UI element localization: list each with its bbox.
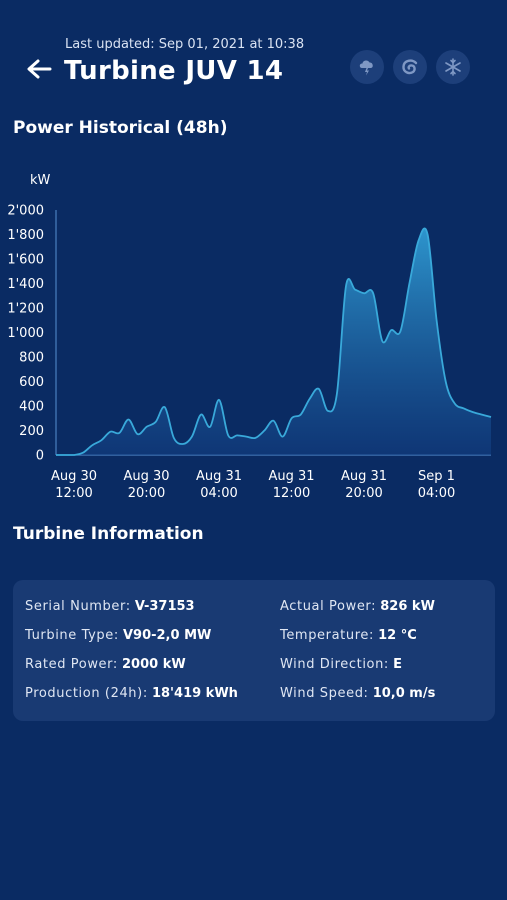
y-tick-label: 1'200	[7, 302, 44, 317]
temperature-value: 12 °C	[378, 628, 417, 643]
temperature-row: Temperature: 12 °C	[280, 628, 417, 643]
info-section-title: Turbine Information	[13, 524, 204, 544]
actual-power-label: Actual Power:	[280, 599, 377, 614]
turbine-type-value: V90-2,0 MW	[122, 628, 212, 643]
y-tick-label: 1'600	[7, 253, 44, 268]
serial-number-value: V-37153	[134, 599, 195, 614]
y-tick-label: 600	[19, 375, 44, 390]
turbine-type-row: Turbine Type: V90-2,0 MW	[25, 628, 211, 643]
cyclone-icon	[402, 59, 418, 75]
wind-direction-label: Wind Direction:	[280, 657, 389, 672]
wind-direction-row: Wind Direction: E	[280, 657, 402, 672]
page-title: Turbine JUV 14	[64, 56, 284, 86]
x-tick-label: Aug 31 20:00	[341, 469, 387, 501]
y-tick-label: 200	[19, 424, 44, 439]
rated-power-label: Rated Power:	[25, 657, 118, 672]
serial-number-label: Serial Number:	[25, 599, 131, 614]
app-header: Last updated: Sep 01, 2021 at 10:38 Turb…	[0, 0, 507, 110]
x-tick-label: Aug 30 12:00	[51, 469, 97, 501]
y-axis-unit-label: kW	[30, 173, 51, 188]
y-tick-label: 0	[36, 449, 44, 464]
production-value: 18'419 kWh	[151, 686, 238, 701]
y-tick-label: 800	[19, 351, 44, 366]
y-tick-label: 2'000	[7, 204, 44, 219]
x-tick-label: Aug 31 04:00	[196, 469, 242, 501]
production-label: Production (24h):	[25, 686, 148, 701]
power-chart: kW 0 200 400 600 800 1'000 1'200 1'400 1'600 1'80…	[0, 160, 507, 510]
power-chart-svg: kW 0 200 400 600 800 1'000 1'200 1'400 1'600 1'80…	[7, 173, 492, 501]
actual-power-row: Actual Power: 826 kW	[280, 599, 435, 614]
turbine-info-card: Serial Number: V-37153 Turbine Type: V90…	[13, 580, 495, 721]
cyclone-button[interactable]	[393, 50, 427, 84]
power-area-fill	[56, 228, 491, 455]
y-tick-label: 400	[19, 400, 44, 415]
rated-power-row: Rated Power: 2000 kW	[25, 657, 186, 672]
snowflake-icon	[445, 58, 461, 76]
x-tick-label: Sep 1 04:00	[418, 469, 455, 501]
y-tick-label: 1'800	[7, 228, 44, 243]
chart-section-title: Power Historical (48h)	[13, 118, 228, 138]
storm-button[interactable]	[350, 50, 384, 84]
y-tick-label: 1'400	[7, 277, 44, 292]
storm-cloud-icon	[359, 60, 373, 76]
snow-button[interactable]	[436, 50, 470, 84]
x-tick-label: Aug 31 12:00	[268, 469, 314, 501]
wind-speed-label: Wind Speed:	[280, 686, 369, 701]
arrow-left-icon	[27, 59, 52, 79]
turbine-type-label: Turbine Type:	[25, 628, 119, 643]
wind-speed-value: 10,0 m/s	[372, 686, 436, 701]
wind-speed-row: Wind Speed: 10,0 m/s	[280, 686, 435, 701]
last-updated-text: Last updated: Sep 01, 2021 at 10:38	[65, 37, 305, 52]
serial-number-row: Serial Number: V-37153	[25, 599, 195, 614]
rated-power-value: 2000 kW	[122, 657, 186, 672]
production-row: Production (24h): 18'419 kWh	[25, 686, 238, 701]
back-button[interactable]	[22, 54, 56, 84]
temperature-label: Temperature:	[280, 628, 374, 643]
power-series-line	[55, 227, 492, 456]
wind-direction-value: E	[393, 657, 402, 672]
y-tick-label: 1'000	[7, 326, 44, 341]
actual-power-value: 826 kW	[380, 599, 435, 614]
x-tick-label: Aug 30 20:00	[123, 469, 169, 501]
